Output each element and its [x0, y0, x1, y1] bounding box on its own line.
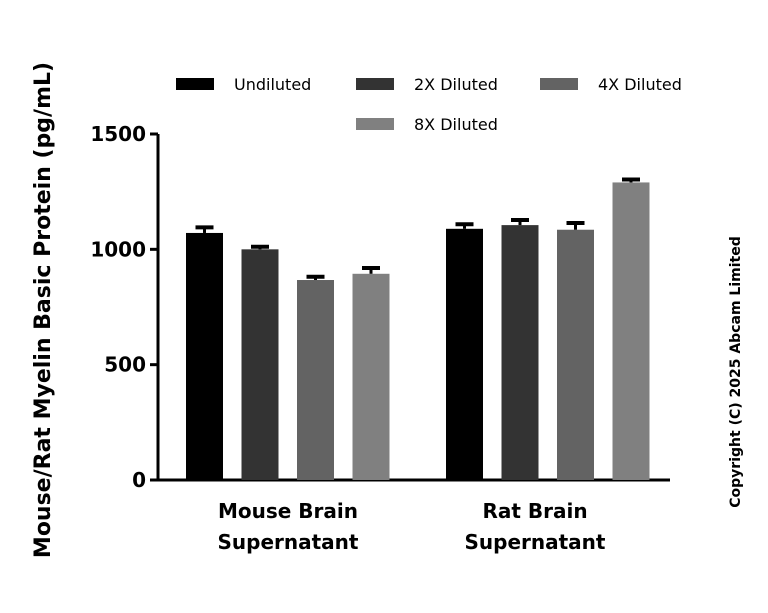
legend-label: 8X Diluted: [414, 115, 498, 134]
x-axis-categories: Mouse Brain Supernatant Rat Brain Supernata…: [218, 499, 606, 554]
category-label: Supernatant: [218, 530, 359, 554]
bar-2-0: [297, 280, 334, 480]
legend-label: Undiluted: [234, 75, 311, 94]
legend-swatch: [356, 118, 394, 130]
category-label: Mouse Brain: [218, 499, 358, 523]
copyright-text: Copyright (C) 2025 Abcam Limited: [728, 236, 744, 507]
y-tick-label: 0: [132, 468, 146, 492]
y-tick-label: 1500: [90, 122, 146, 146]
legend-label: 2X Diluted: [414, 75, 498, 94]
y-tick-label: 1000: [90, 237, 146, 261]
legend-swatch: [540, 78, 578, 90]
bar-0-0: [186, 232, 223, 480]
y-axis-label: Mouse/Rat Myelin Basic Protein (pg/mL): [31, 62, 56, 558]
bar-1-0: [241, 249, 279, 480]
category-label: Rat Brain: [482, 499, 587, 523]
legend-swatch: [176, 78, 214, 90]
bars: [186, 177, 650, 480]
legend: Undiluted 2X Diluted 4X Diluted 8X Diluted: [176, 75, 682, 134]
legend-swatch: [356, 78, 394, 90]
bar-0-1: [446, 228, 483, 480]
bar-1-1: [501, 225, 539, 480]
bar-3-1: [612, 182, 650, 480]
bar-2-1: [557, 229, 594, 480]
legend-label: 4X Diluted: [598, 75, 682, 94]
y-tick-label: 500: [104, 353, 146, 377]
category-label: Supernatant: [465, 530, 606, 554]
bar-3-0: [352, 273, 390, 480]
